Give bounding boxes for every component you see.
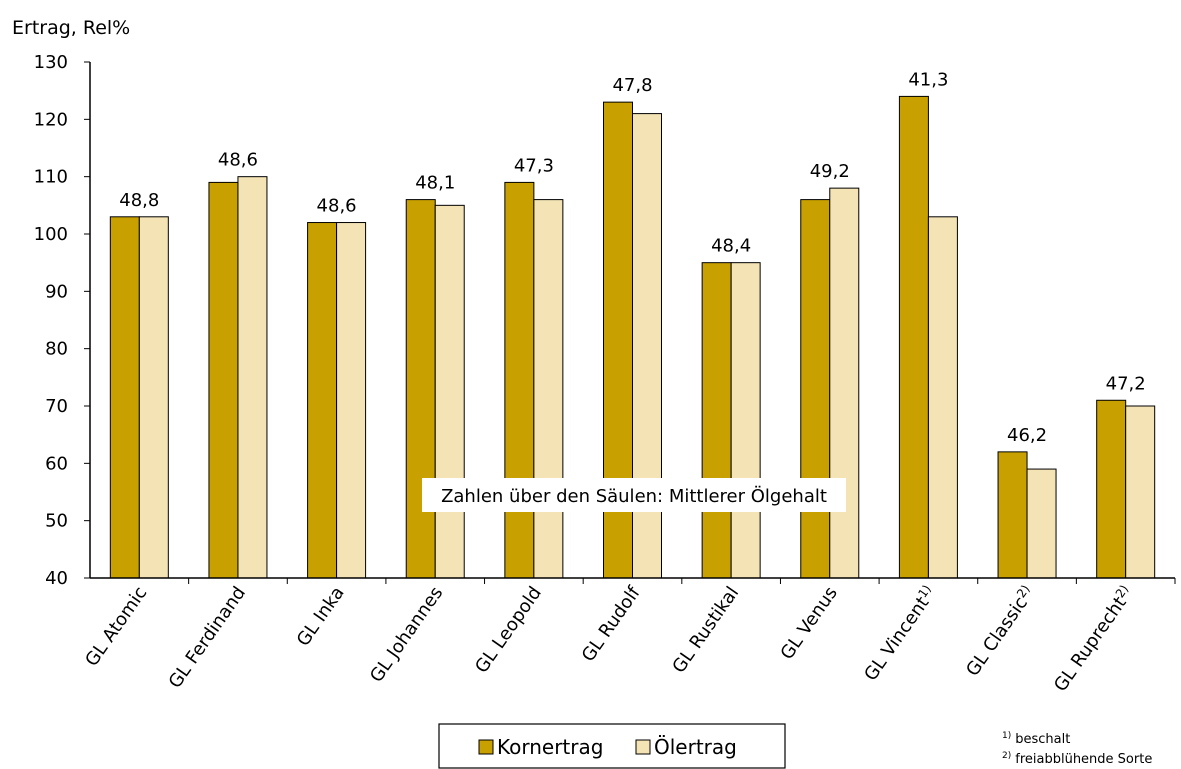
footnote-2: 2) freiabblühende Sorte — [1002, 751, 1152, 767]
x-tick-label-gl-johannes: GL Johannes — [366, 583, 447, 687]
axes-layer: 40 50 60 70 80 90 100 110 120 130 — [34, 52, 1176, 589]
data-label-gl-rustikal: 48,4 — [711, 236, 751, 257]
data-label-gl-ruprecht: 47,2 — [1106, 373, 1146, 394]
y-tick-label-40: 40 — [45, 568, 68, 589]
y-tick-label-50: 50 — [45, 511, 68, 532]
bar-oelertrag-gl-ruprecht — [1125, 405, 1156, 579]
data-label-gl-ferdinand: 48,6 — [218, 150, 258, 171]
x-tick-label-text: GL Vincent1) — [860, 582, 941, 685]
y-tick-label-70: 70 — [45, 396, 68, 417]
x-tick-label-text: GL Ferdinand — [165, 583, 250, 692]
y-tick-label-130: 130 — [34, 52, 68, 73]
legend-label-oelertrag: Ölertrag — [654, 735, 737, 759]
x-tick-label-name: GL Classic — [962, 593, 1032, 680]
bar-kornertrag-gl-classic — [997, 451, 1028, 579]
annotation-box: Zahlen über den Säulen: Mittlerer Ölgeha… — [422, 478, 846, 512]
x-tick-label-text: GL Rudolf — [578, 582, 645, 666]
footnote-1-text: beschalt — [1015, 732, 1070, 747]
data-label-gl-rudolf: 47,8 — [612, 75, 652, 96]
x-tick-label-gl-venus: GL Venus — [777, 583, 842, 664]
bar-oelertrag-gl-leopold — [533, 199, 564, 579]
bar-oelertrag-gl-classic — [1026, 468, 1057, 579]
x-tick-label-name: GL Vincent — [860, 593, 933, 685]
bar-oelertrag-gl-atomic — [138, 216, 169, 579]
x-tick-label-text: GL Classic2) — [961, 582, 1039, 680]
bar-oelertrag-gl-venus — [829, 187, 860, 579]
bar-kornertrag-gl-inka — [307, 222, 338, 579]
bar-oelertrag-gl-johannes — [434, 204, 465, 579]
data-label-gl-classic: 46,2 — [1007, 425, 1047, 446]
x-tick-label-gl-vincent: GL Vincent1) — [860, 582, 941, 685]
x-tick-label-text: GL Johannes — [366, 583, 447, 687]
legend-swatch-kornertrag — [478, 739, 494, 755]
x-tick-label-name: GL Ruprecht — [1050, 593, 1131, 696]
data-label-gl-atomic: 48,8 — [119, 190, 159, 211]
legend-label-kornertrag: Kornertrag — [497, 735, 603, 759]
x-tick-label-gl-ferdinand: GL Ferdinand — [165, 583, 250, 692]
data-label-gl-inka: 48,6 — [317, 196, 357, 217]
x-tick-label-gl-classic: GL Classic2) — [961, 582, 1039, 680]
data-label-gl-venus: 49,2 — [810, 161, 850, 182]
footnote-1-marker: 1) — [1002, 731, 1011, 741]
x-tick-label-gl-atomic: GL Atomic — [81, 583, 151, 671]
x-tick-label-text: GL Inka — [293, 583, 349, 650]
x-tick-label-text: GL Venus — [777, 583, 842, 664]
x-tick-label-gl-inka: GL Inka — [293, 583, 349, 650]
x-tick-label-gl-ruprecht: GL Ruprecht2) — [1049, 582, 1138, 695]
y-tick-label-100: 100 — [34, 224, 68, 245]
legend-swatch-oelertrag — [635, 739, 651, 755]
x-tick-label-text: GL Ruprecht2) — [1049, 582, 1138, 695]
footnote-1: 1) beschalt — [1002, 731, 1070, 747]
bar-kornertrag-gl-vincent — [898, 95, 929, 579]
legend-frame — [438, 723, 786, 769]
y-tick-label-110: 110 — [34, 167, 68, 188]
x-tick-label-text: GL Rustikal — [668, 583, 743, 677]
data-label-gl-leopold: 47,3 — [514, 155, 554, 176]
bar-oelertrag-gl-vincent — [927, 216, 958, 579]
y-tick-label-90: 90 — [45, 281, 68, 302]
x-tick-label-gl-rustikal: GL Rustikal — [668, 583, 743, 677]
bar-kornertrag-gl-johannes — [405, 199, 436, 579]
legend: Kornertrag Ölertrag — [438, 723, 786, 769]
bar-oelertrag-gl-inka — [336, 222, 367, 579]
bar-kornertrag-gl-atomic — [109, 216, 140, 579]
data-label-gl-johannes: 48,1 — [415, 173, 455, 194]
footnotes: 1) beschalt 2) freiabblühende Sorte — [1002, 731, 1152, 767]
x-tick-label-text: GL Atomic — [81, 583, 151, 671]
bar-kornertrag-gl-ferdinand — [208, 181, 239, 579]
y-tick-label-80: 80 — [45, 339, 68, 360]
x-tick-label-gl-rudolf: GL Rudolf — [578, 582, 645, 666]
y-tick-label-120: 120 — [34, 109, 68, 130]
bar-kornertrag-gl-rustikal — [701, 262, 732, 579]
annotation-text: Zahlen über den Säulen: Mittlerer Ölgeha… — [441, 485, 827, 507]
x-tick-label-text: GL Leopold — [471, 583, 546, 677]
footnote-2-text: freiabblühende Sorte — [1015, 752, 1152, 767]
bar-kornertrag-gl-leopold — [504, 181, 535, 579]
bar-oelertrag-gl-rustikal — [730, 262, 761, 579]
annotation-background — [422, 478, 846, 512]
bar-kornertrag-gl-venus — [800, 199, 831, 579]
x-tick-label-gl-leopold: GL Leopold — [471, 583, 546, 677]
bar-oelertrag-gl-ferdinand — [237, 176, 268, 579]
y-tick-label-60: 60 — [45, 453, 68, 474]
footnote-2-marker: 2) — [1002, 751, 1011, 761]
y-axis-title: Ertrag, Rel% — [12, 17, 130, 39]
data-label-gl-vincent: 41,3 — [908, 69, 948, 90]
bar-kornertrag-gl-ruprecht — [1096, 399, 1127, 579]
